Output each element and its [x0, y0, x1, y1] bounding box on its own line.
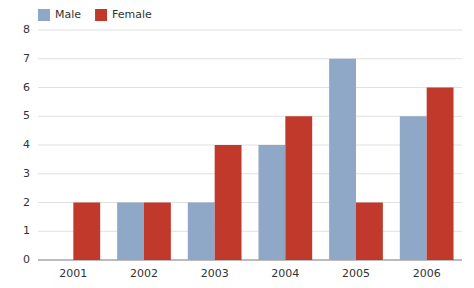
- chart-container: 0 1 2 3 4 5 6 7 8 2001 2002 2003 2004 2005 2006 Male Fem…: [0, 0, 474, 288]
- x-tick-label: 2005: [342, 267, 370, 280]
- legend-label: Female: [112, 8, 152, 21]
- legend-label: Male: [55, 8, 81, 21]
- x-tick-label: 2006: [413, 267, 441, 280]
- y-grid: [38, 30, 462, 260]
- grid-line: [38, 231, 462, 232]
- y-tick-label: 2: [23, 196, 30, 209]
- grid-line: [38, 58, 462, 59]
- y-axis: 0 1 2 3 4 5 6 7 8: [23, 23, 30, 266]
- legend-swatch: [95, 9, 107, 21]
- bar: [258, 145, 285, 260]
- bars: [73, 59, 453, 260]
- grid-line: [38, 145, 462, 146]
- x-tick-label: 2002: [130, 267, 158, 280]
- bar: [144, 203, 171, 261]
- y-tick-label: 5: [23, 109, 30, 122]
- y-tick-label: 3: [23, 167, 30, 180]
- y-tick-label: 7: [23, 52, 30, 65]
- bar: [285, 116, 312, 260]
- legend-item: Male: [38, 8, 81, 21]
- bar: [188, 203, 215, 261]
- legend-swatch: [38, 9, 50, 21]
- bar: [73, 203, 100, 261]
- x-axis-line: [38, 260, 462, 261]
- bar: [400, 116, 427, 260]
- legend-item: Female: [95, 8, 152, 21]
- chart-svg: 0 1 2 3 4 5 6 7 8 2001 2002 2003 2004 2005 2006 Male Fem…: [0, 0, 474, 288]
- grid-line: [38, 116, 462, 117]
- y-tick-label: 4: [23, 138, 30, 151]
- x-tick-label: 2003: [201, 267, 229, 280]
- bar: [117, 203, 144, 261]
- grid-line: [38, 202, 462, 203]
- y-tick-label: 0: [23, 253, 30, 266]
- x-tick-label: 2004: [271, 267, 299, 280]
- grid-line: [38, 30, 462, 31]
- x-tick-label: 2001: [59, 267, 87, 280]
- bar: [329, 59, 356, 260]
- y-tick-label: 1: [23, 224, 30, 237]
- y-tick-label: 6: [23, 81, 30, 94]
- bar: [427, 88, 454, 261]
- grid-line: [38, 87, 462, 88]
- x-axis: 2001 2002 2003 2004 2005 2006: [59, 267, 440, 280]
- y-tick-label: 8: [23, 23, 30, 36]
- bar: [356, 203, 383, 261]
- grid-line: [38, 173, 462, 174]
- bar: [46, 260, 73, 261]
- bar: [215, 145, 242, 260]
- grid-line: [38, 260, 462, 261]
- legend: Male Female: [38, 8, 152, 21]
